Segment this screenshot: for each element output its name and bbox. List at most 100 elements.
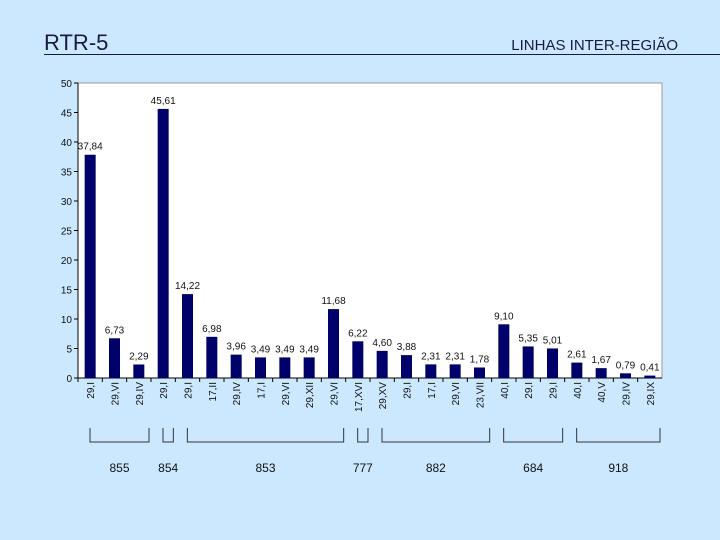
bar	[571, 362, 583, 378]
category-label: 29,VI	[281, 382, 292, 405]
y-tick-label: 35	[61, 168, 73, 179]
bar	[279, 357, 291, 378]
category-label: 29,VI	[330, 382, 341, 405]
data-label: 45,61	[151, 96, 176, 107]
bar	[352, 341, 364, 378]
group-label: 777	[353, 461, 373, 475]
data-label: 0,79	[616, 360, 636, 371]
bar	[644, 375, 656, 378]
group-label: 918	[608, 461, 628, 475]
data-label: 9,10	[494, 311, 514, 322]
bar	[425, 364, 437, 378]
data-label: 1,67	[591, 355, 611, 366]
title-divider	[44, 54, 720, 55]
data-label: 3,96	[226, 342, 246, 353]
category-label: 17,XVI	[354, 382, 365, 412]
category-label: 29,VI	[451, 382, 462, 405]
y-tick-label: 50	[61, 79, 73, 90]
category-label: 29,XII	[305, 382, 316, 408]
slide-title: RTR-5	[44, 30, 109, 55]
bar	[401, 355, 412, 378]
group-label: 855	[109, 461, 129, 475]
category-label: 29,I	[184, 382, 195, 399]
data-label: 3,49	[299, 344, 319, 355]
category-label: 29,IV	[232, 382, 243, 406]
bar	[620, 373, 631, 378]
category-label: 40,I	[500, 382, 511, 399]
y-tick-label: 30	[61, 197, 73, 208]
bar	[255, 357, 266, 378]
data-label: 5,35	[518, 333, 538, 344]
slide-subtitle: LINHAS INTER-REGIÃO	[511, 37, 678, 54]
group-bracket	[89, 428, 150, 443]
data-label: 0,41	[640, 363, 660, 374]
bar	[230, 354, 242, 378]
bar	[157, 108, 169, 378]
bar	[182, 294, 193, 378]
group-bracket	[576, 428, 661, 443]
group-bracket	[186, 428, 345, 443]
category-label: 40,I	[573, 382, 584, 399]
group-bracket	[357, 428, 369, 443]
bar	[206, 336, 218, 378]
y-tick-label: 25	[61, 227, 73, 238]
group-bracket	[162, 428, 174, 443]
y-tick-label: 5	[66, 345, 72, 356]
plot-area	[77, 82, 663, 379]
group-bracket	[381, 428, 491, 443]
category-label: 29,IV	[622, 382, 633, 406]
category-label: 23,VII	[476, 382, 487, 408]
data-label: 4,60	[372, 338, 392, 349]
data-label: 11,68	[321, 296, 346, 307]
y-tick-label: 10	[61, 315, 73, 326]
category-label: 29,I	[403, 382, 414, 399]
y-tick-label: 20	[61, 256, 73, 267]
group-label: 684	[523, 461, 543, 475]
bar	[328, 309, 339, 378]
bar	[474, 367, 485, 378]
y-tick-label: 45	[61, 109, 73, 120]
bar	[449, 364, 461, 378]
y-tick-label: 0	[66, 374, 72, 385]
data-label: 3,49	[251, 344, 271, 355]
data-label: 2,31	[445, 351, 465, 362]
data-label: 3,88	[397, 342, 417, 353]
data-label: 2,61	[567, 350, 587, 361]
category-label: 17,II	[208, 382, 219, 401]
category-label: 29,XV	[378, 382, 389, 410]
data-label: 14,22	[175, 281, 200, 292]
data-label: 2,31	[421, 351, 441, 362]
data-label: 5,01	[543, 335, 563, 346]
data-label: 37,84	[78, 142, 103, 153]
bar	[595, 368, 607, 378]
category-label: 17,I	[257, 382, 268, 399]
bar	[376, 350, 388, 378]
y-tick-label: 40	[61, 138, 73, 149]
category-label: 40,V	[597, 382, 608, 403]
group-label: 882	[426, 461, 446, 475]
data-label: 6,22	[348, 328, 368, 339]
group-bracket	[503, 428, 564, 443]
data-label: 6,73	[105, 325, 125, 336]
data-label: 6,98	[202, 324, 222, 335]
category-label: 17,I	[427, 382, 438, 399]
bar	[109, 338, 120, 378]
category-label: 29,I	[524, 382, 535, 399]
bar	[303, 357, 315, 378]
category-label: 29,I	[549, 382, 560, 399]
category-label: 29,IX	[646, 382, 657, 406]
data-label: 2,29	[129, 351, 149, 362]
category-label: 29,I	[159, 382, 170, 399]
group-label: 853	[255, 461, 275, 475]
group-label: 854	[158, 461, 178, 475]
bar	[522, 346, 534, 378]
category-label: 29,IV	[135, 382, 146, 406]
data-label: 3,49	[275, 344, 295, 355]
y-tick-label: 15	[61, 286, 73, 297]
bar	[133, 364, 145, 378]
data-label: 1,78	[470, 354, 490, 365]
category-label: 29,I	[86, 382, 97, 399]
category-label: 29,VI	[111, 382, 122, 405]
bar	[547, 348, 558, 378]
